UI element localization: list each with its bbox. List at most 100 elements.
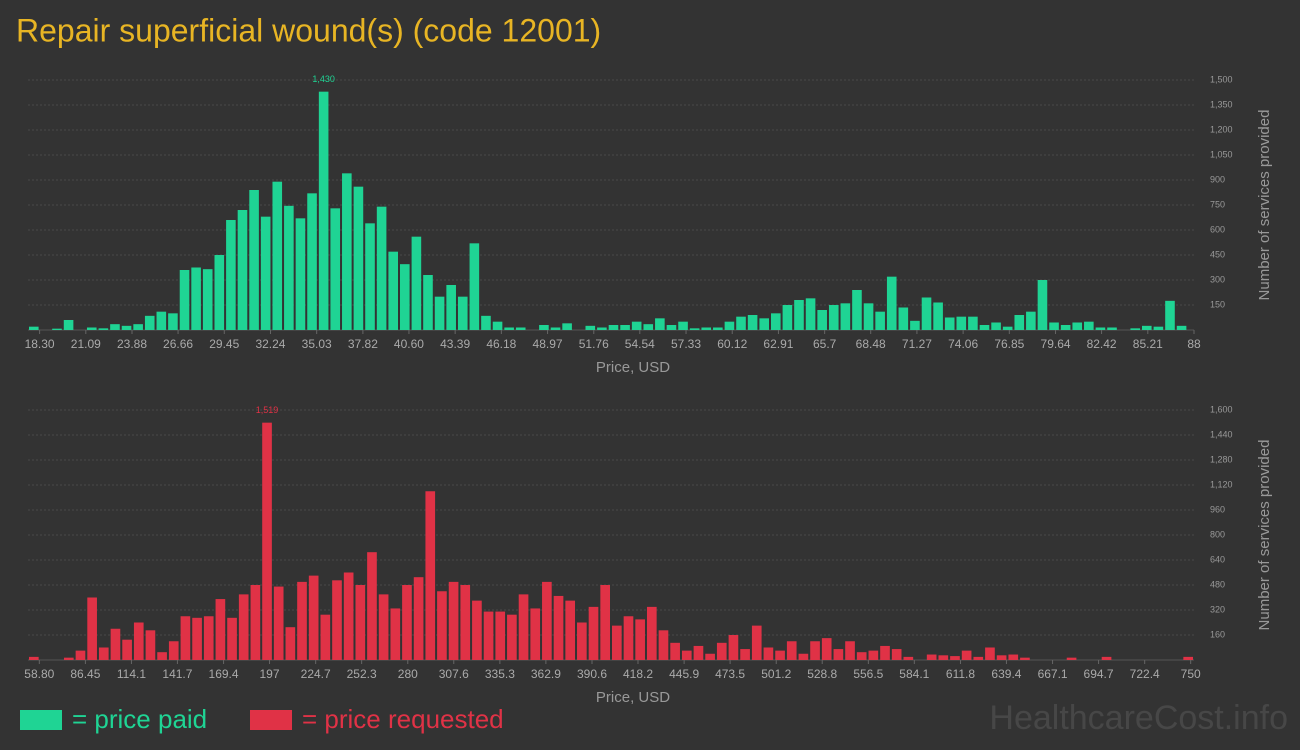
bar: [631, 321, 642, 330]
bar: [880, 645, 890, 660]
bar: [810, 641, 820, 660]
bar: [320, 614, 331, 660]
bar: [530, 608, 541, 660]
bar: [828, 305, 839, 330]
bar: [272, 181, 283, 330]
bar: [817, 310, 827, 330]
bar: [898, 307, 909, 330]
bar: [52, 328, 62, 330]
bar: [342, 173, 352, 330]
bar: [400, 264, 410, 330]
bar: [620, 325, 630, 330]
x-tick-label: 362.9: [531, 667, 561, 681]
bar: [1002, 326, 1013, 330]
bar: [295, 218, 306, 330]
bar: [437, 591, 447, 660]
bar: [938, 655, 949, 660]
y-tick-label: 640: [1210, 554, 1225, 564]
x-tick-label: 556.5: [853, 667, 883, 681]
bar: [413, 577, 424, 660]
bar: [226, 220, 236, 330]
bar: [1153, 326, 1164, 330]
bar: [716, 642, 727, 660]
bar: [728, 635, 739, 660]
bar: [655, 318, 665, 330]
bar: [577, 622, 587, 660]
bar: [979, 325, 990, 330]
x-tick-label: 79.64: [1041, 337, 1071, 351]
x-tick-label: 62.91: [763, 337, 793, 351]
bar: [956, 316, 967, 330]
page-title: Repair superficial wound(s) (code 12001): [16, 12, 601, 48]
x-tick-label: 694.7: [1084, 667, 1114, 681]
x-tick-label: 445.9: [669, 667, 699, 681]
y-tick-label: 900: [1210, 174, 1225, 184]
bar: [805, 298, 816, 330]
bar: [1165, 300, 1175, 330]
bar: [238, 594, 249, 660]
x-tick-label: 37.82: [348, 337, 378, 351]
bar: [411, 236, 422, 330]
bar: [658, 630, 669, 660]
bar: [1066, 657, 1077, 660]
x-tick-label: 141.7: [162, 667, 192, 681]
bar: [852, 290, 862, 330]
x-tick-label: 23.88: [117, 337, 147, 351]
x-tick-label: 60.12: [717, 337, 747, 351]
bar: [157, 652, 167, 660]
bar: [457, 296, 468, 330]
bar: [448, 581, 459, 660]
bar: [227, 617, 237, 660]
y-tick-label: 1,120: [1210, 479, 1233, 489]
bar: [1008, 654, 1019, 660]
bar: [1072, 322, 1083, 330]
bar: [693, 645, 704, 660]
x-tick-label: 43.39: [440, 337, 470, 351]
bar: [910, 320, 920, 330]
bar: [562, 323, 572, 330]
bar: [133, 622, 144, 660]
bar: [423, 275, 433, 330]
x-tick-label: 114.1: [117, 667, 146, 681]
x-tick-label: 68.48: [856, 337, 886, 351]
bar: [1107, 327, 1117, 330]
bar: [623, 616, 634, 660]
x-tick-label: 169.4: [209, 667, 239, 681]
bar: [367, 552, 377, 660]
bar: [550, 327, 561, 330]
bar: [666, 325, 677, 330]
bar: [353, 186, 364, 330]
bar: [863, 303, 874, 330]
x-tick-label: 639.4: [991, 667, 1021, 681]
y-tick-label: 1,200: [1210, 124, 1233, 134]
bar: [968, 316, 978, 330]
bar: [297, 581, 307, 660]
bar: [483, 611, 494, 660]
x-tick-label: 252.3: [347, 667, 377, 681]
x-tick-label: 32.24: [255, 337, 285, 351]
x-tick-label: 88: [1187, 337, 1201, 351]
bar: [705, 653, 715, 660]
x-tick-label: 197: [260, 667, 280, 681]
x-tick-label: 473.5: [715, 667, 745, 681]
x-tick-label: 74.06: [948, 337, 978, 351]
x-tick-label: 611.8: [946, 667, 975, 681]
bar: [840, 303, 851, 330]
bar: [771, 313, 781, 330]
y-tick-label: 1,280: [1210, 454, 1233, 464]
x-tick-label: 48.97: [533, 337, 563, 351]
bar: [318, 91, 329, 331]
bar: [996, 655, 1007, 660]
bar: [156, 311, 167, 330]
bar: [273, 586, 284, 660]
bar: [751, 625, 762, 660]
x-tick-label: 82.42: [1087, 337, 1117, 351]
bar: [759, 318, 769, 330]
x-tick-label: 280: [398, 667, 418, 681]
x-tick-label: 750: [1181, 667, 1201, 681]
x-tick-label: 335.3: [485, 667, 515, 681]
x-tick-label: 57.33: [671, 337, 701, 351]
y-tick-label: 160: [1210, 629, 1225, 639]
bar: [133, 324, 143, 330]
y-axis-label: Number of services provided: [1256, 110, 1273, 301]
